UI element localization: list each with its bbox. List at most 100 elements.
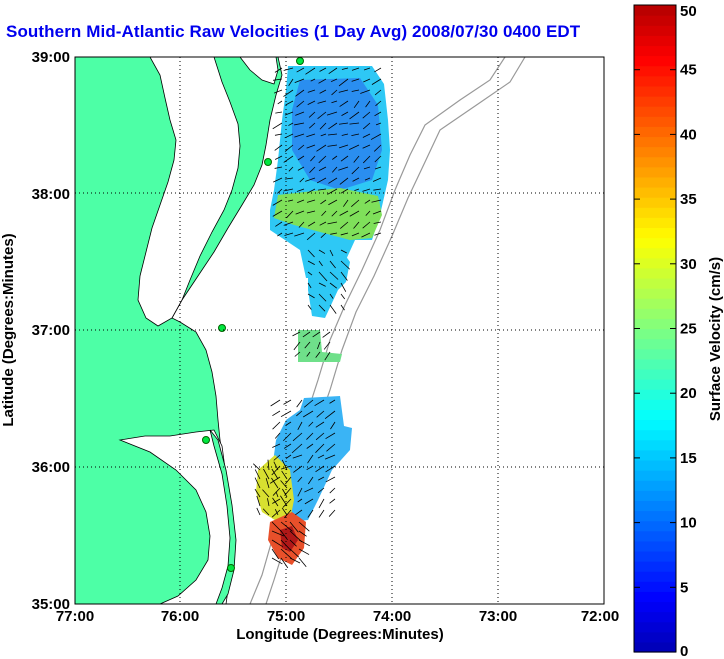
velocity-vector [317,111,327,120]
velocity-vector [283,432,292,442]
colorbar-swatch [634,75,676,87]
velocity-vector [283,155,294,163]
velocity-vector [307,509,314,518]
colorbar-swatch [634,500,676,512]
velocity-vector [362,188,371,192]
velocity-vector [364,199,371,204]
velocity-vector [306,432,314,440]
velocity-vector [272,497,279,507]
velocity-vector [315,443,325,453]
velocity-vector [297,199,305,204]
velocity-vector [280,480,288,489]
velocity-vector [280,557,289,569]
velocity-vector [362,144,371,149]
velocity-vector [292,331,301,337]
velocity-vector [362,111,371,119]
velocity-vector [365,100,371,108]
velocity-vector [331,166,338,173]
velocity-vector [280,521,293,532]
velocity-vector [271,530,285,537]
velocity-vector [365,210,371,216]
velocity-vector [256,507,261,516]
velocity-vector [302,410,314,418]
field-hatteras-peak [280,526,298,552]
velocity-vector [306,133,316,138]
velocity-vector [283,443,292,449]
velocity-vector [298,539,310,547]
colorbar-swatch [634,358,676,370]
lat-tick-label: 36:00 [32,459,70,476]
colorbar-tick-label: 25 [680,321,697,338]
velocity-vector [329,293,334,299]
velocity-vector [371,199,382,203]
velocity-vector [351,199,360,207]
velocity-vector [374,111,382,117]
velocity-vector [297,155,305,161]
velocity-vector [319,89,327,94]
velocity-vector [340,155,349,162]
colorbar [634,5,676,653]
velocity-vector [372,177,382,182]
colorbar-swatch [634,15,676,26]
colorbar-swatch [634,237,676,249]
velocity-vector [256,495,261,507]
colorbar-swatch [634,106,676,117]
velocity-vector [330,421,336,430]
velocity-vector [328,67,338,75]
velocity-vector [283,221,294,226]
velocity-vector [294,351,301,357]
velocity-vector [310,155,316,162]
velocity-vector [319,221,327,226]
velocity-vector [273,461,279,471]
velocity-vector [284,111,294,116]
velocity-vector [271,557,283,565]
colorbar-tick-label: 0 [680,643,688,659]
colorbar-swatch [634,520,676,532]
velocity-vector [272,210,283,217]
velocity-vector [315,432,325,441]
lon-tick-label: 72:00 [581,608,619,625]
velocity-vector [282,498,292,508]
colorbar-swatch [634,65,676,77]
velocity-vector [298,530,307,537]
velocity-vector [339,177,349,185]
velocity-vector [324,454,336,460]
velocity-vector [375,100,382,107]
velocity-vector [294,232,305,237]
velocity-vector [362,122,371,130]
velocity-vector [316,341,321,350]
delaware-bay [239,57,279,85]
velocity-vector [303,399,314,408]
velocity-vector [289,521,299,533]
velocity-vector [330,78,338,83]
velocity-vector [327,133,338,136]
velocity-vector [351,89,360,92]
velocity-vector [309,166,316,173]
lat-tick-label: 38:00 [32,186,70,203]
colorbar-swatch [634,419,676,431]
velocity-vector [341,133,349,136]
velocity-vector [307,304,312,310]
velocity-vector [307,454,314,464]
velocity-vector [282,488,288,498]
velocity-vector [307,282,312,289]
velocity-vector [296,410,303,417]
velocity-vector [283,188,294,192]
velocity-vector [327,221,338,225]
colorbar-swatch [634,318,676,330]
velocity-vector [341,67,349,70]
colorbar-tick-label: 5 [680,579,688,596]
colorbar-swatch [634,338,676,350]
colorbar-swatch [634,156,676,168]
colorbar-swatch [634,550,676,562]
velocity-vector [361,232,371,238]
colorbar-swatch [634,561,676,572]
velocity-vector [294,133,305,138]
velocity-vector [307,89,316,93]
velocity-vector [304,498,314,505]
velocity-vector [262,508,270,516]
colorbar-swatch [634,207,676,218]
velocity-vector [327,144,338,147]
velocity-vector [307,249,315,258]
velocity-vector [297,421,303,430]
